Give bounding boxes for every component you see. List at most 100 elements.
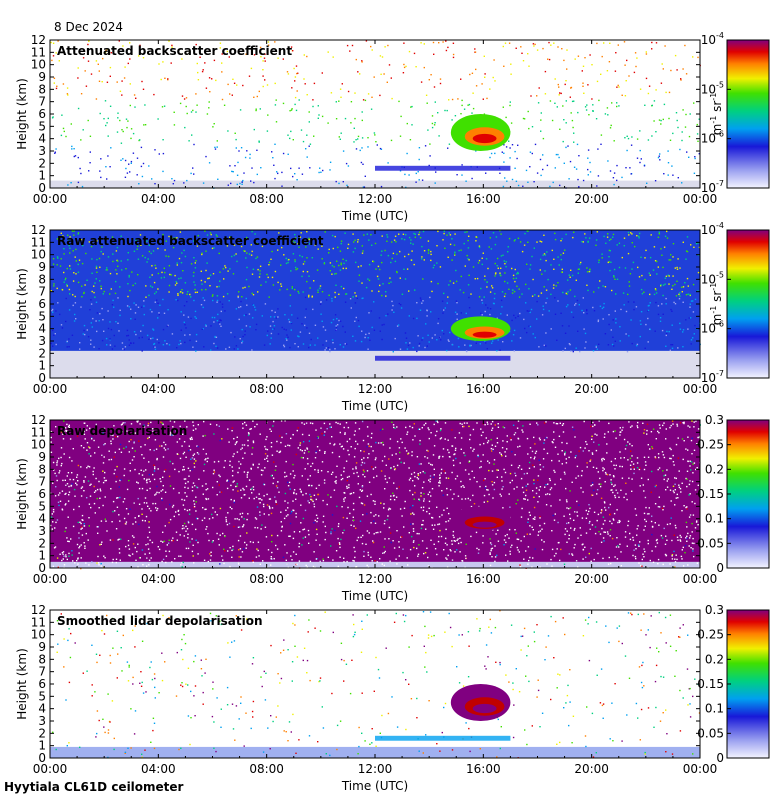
y-tick-label: 0 [38,561,46,575]
y-tick-label: 10 [31,58,46,72]
x-tick-label: 00:00 [683,762,718,776]
colorbar-tick-label: 0.2 [705,652,724,666]
y-tick-label: 12 [31,33,46,47]
y-tick-label: 11 [31,45,46,59]
colorbar-gradient [726,39,770,189]
y-tick-label: 11 [31,615,46,629]
colorbar-tick-label: 0.1 [705,702,724,716]
x-tick-label: 08:00 [249,192,284,206]
y-tick-label: 1 [38,169,46,183]
x-tick-label: 12:00 [358,762,393,776]
x-tick-label: 00:00 [683,192,718,206]
x-axis-label: Time (UTC) [341,399,408,413]
low-cloud-layer [375,165,511,171]
y-tick-label: 8 [38,652,46,666]
colorbar-tick-label: 0.05 [697,726,724,740]
y-tick-label: 2 [38,726,46,740]
y-tick-label: 3 [38,144,46,158]
y-tick-label: 12 [31,413,46,427]
y-tick-label: 1 [38,549,46,563]
y-tick-label: 4 [38,512,46,526]
y-tick-label: 2 [38,536,46,550]
x-tick-label: 04:00 [141,572,176,586]
x-axis-label: Time (UTC) [341,779,408,793]
colorbar-tick-label: 10-4 [701,221,724,237]
y-tick-label: 4 [38,702,46,716]
x-tick-label: 04:00 [141,192,176,206]
depol-background [50,420,700,568]
cloud-feature [450,684,511,721]
y-tick-label: 1 [38,739,46,753]
y-tick-label: 5 [38,689,46,703]
y-tick-label: 6 [38,107,46,121]
colorbar-tick-label: 0.1 [705,512,724,526]
x-tick-label: 00:00 [33,382,68,396]
colorbar-tick-label: 0.25 [697,628,724,642]
colorbar-tick-label: 0.25 [697,438,724,452]
colorbar-tick-label: 0.05 [697,536,724,550]
y-tick-label: 9 [38,260,46,274]
panel-title: Raw depolarisation [57,424,187,438]
y-tick-label: 7 [38,95,46,109]
x-tick-label: 00:00 [33,572,68,586]
y-tick-label: 6 [38,297,46,311]
cloud-feature [450,506,511,531]
colorbar-gradient [726,419,770,569]
x-tick-label: 00:00 [683,382,718,396]
y-tick-label: 5 [38,309,46,323]
y-tick-label: 11 [31,425,46,439]
y-tick-label: 8 [38,272,46,286]
y-tick-label: 3 [38,524,46,538]
cloud-feature [450,114,511,151]
colorbar-tick-label: 10-7 [701,179,724,195]
colorbar-tick-label: 0.2 [705,462,724,476]
colorbar-gradient [726,229,770,379]
y-tick-label: 1 [38,359,46,373]
y-tick-label: 5 [38,119,46,133]
x-tick-label: 12:00 [358,192,393,206]
backscatter-field [50,420,702,570]
x-axis-label: Time (UTC) [341,589,408,603]
x-tick-label: 08:00 [249,572,284,586]
colorbar-gradient [726,609,770,759]
y-tick-label: 7 [38,665,46,679]
plot-date: 8 Dec 2024 [54,20,124,34]
colorbar-unit: m-1 sr-1 [709,283,724,326]
colorbar-unit: m-1 sr-1 [709,93,724,136]
y-tick-label: 2 [38,346,46,360]
colorbar: 0 0.05 0.1 0.15 0.2 0.25 0.3 [697,603,770,765]
x-tick-label: 16:00 [466,192,501,206]
colorbar-tick-label: 0.3 [705,603,724,617]
y-tick-label: 4 [38,132,46,146]
colorbar-tick-label: 0.15 [697,487,724,501]
low-noise-layer [50,350,700,378]
y-tick-label: 12 [31,223,46,237]
low-cloud-layer [375,735,511,741]
x-tick-label: 00:00 [683,572,718,586]
y-tick-label: 2 [38,156,46,170]
low-cloud-layer [375,355,511,361]
x-tick-label: 20:00 [574,572,609,586]
y-tick-label: 12 [31,603,46,617]
colorbar-tick-label: 10-7 [701,369,724,385]
y-axis-label: Height (km) [15,268,29,339]
surface-layer [50,746,700,758]
x-tick-label: 12:00 [358,572,393,586]
panel-title: Attenuated backscatter coefficient [57,44,292,58]
y-tick-label: 6 [38,487,46,501]
y-tick-label: 4 [38,322,46,336]
colorbar-tick-label: 0.3 [705,413,724,427]
instrument-label: Hyytiala CL61D ceilometer [4,780,184,794]
x-tick-label: 20:00 [574,192,609,206]
y-tick-label: 3 [38,334,46,348]
x-tick-label: 12:00 [358,382,393,396]
y-tick-label: 9 [38,70,46,84]
cloud-feature [450,316,511,341]
y-tick-label: 6 [38,677,46,691]
colorbar-tick-label: 0.15 [697,677,724,691]
y-tick-label: 10 [31,438,46,452]
